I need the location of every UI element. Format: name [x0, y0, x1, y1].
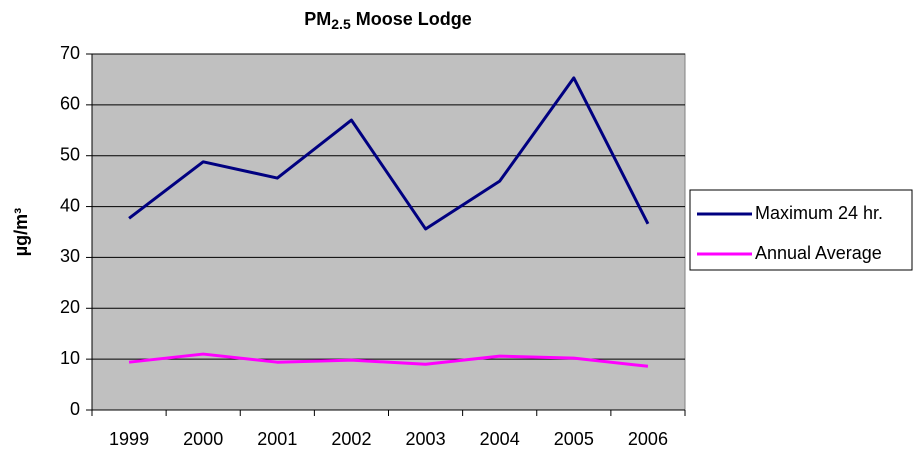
- title-rest: Moose Lodge: [356, 9, 472, 29]
- x-tick-label: 2004: [480, 429, 520, 449]
- y-axis-label: µg/m³: [11, 208, 31, 256]
- y-tick-label: 60: [60, 94, 80, 114]
- series-line: [128, 76, 650, 231]
- x-tick-label: 2005: [554, 429, 594, 449]
- x-tick-label: 2003: [406, 429, 446, 449]
- x-tick-label: 2002: [331, 429, 371, 449]
- y-tick-label: 30: [60, 246, 80, 266]
- x-tick-label: 1999: [109, 429, 149, 449]
- title-subscript: 2.5: [331, 16, 351, 32]
- x-tick-label: 2000: [183, 429, 223, 449]
- x-tick-label: 2001: [257, 429, 297, 449]
- y-tick-label: 20: [60, 297, 80, 317]
- legend-label: Annual Average: [755, 243, 882, 263]
- y-tick-label: 0: [70, 399, 80, 419]
- y-tick-label: 40: [60, 195, 80, 215]
- x-tick-label: 2006: [628, 429, 668, 449]
- title-main: PM: [304, 9, 331, 29]
- y-tick-label: 50: [60, 144, 80, 164]
- legend-label: Maximum 24 hr.: [755, 203, 883, 223]
- chart-title: PM2.5 Moose Lodge: [304, 9, 471, 32]
- series-line: [128, 352, 649, 368]
- legend-box: [689, 189, 913, 271]
- y-tick-label: 10: [60, 348, 80, 368]
- plot-area: [91, 53, 686, 411]
- y-tick-label: 70: [60, 43, 80, 63]
